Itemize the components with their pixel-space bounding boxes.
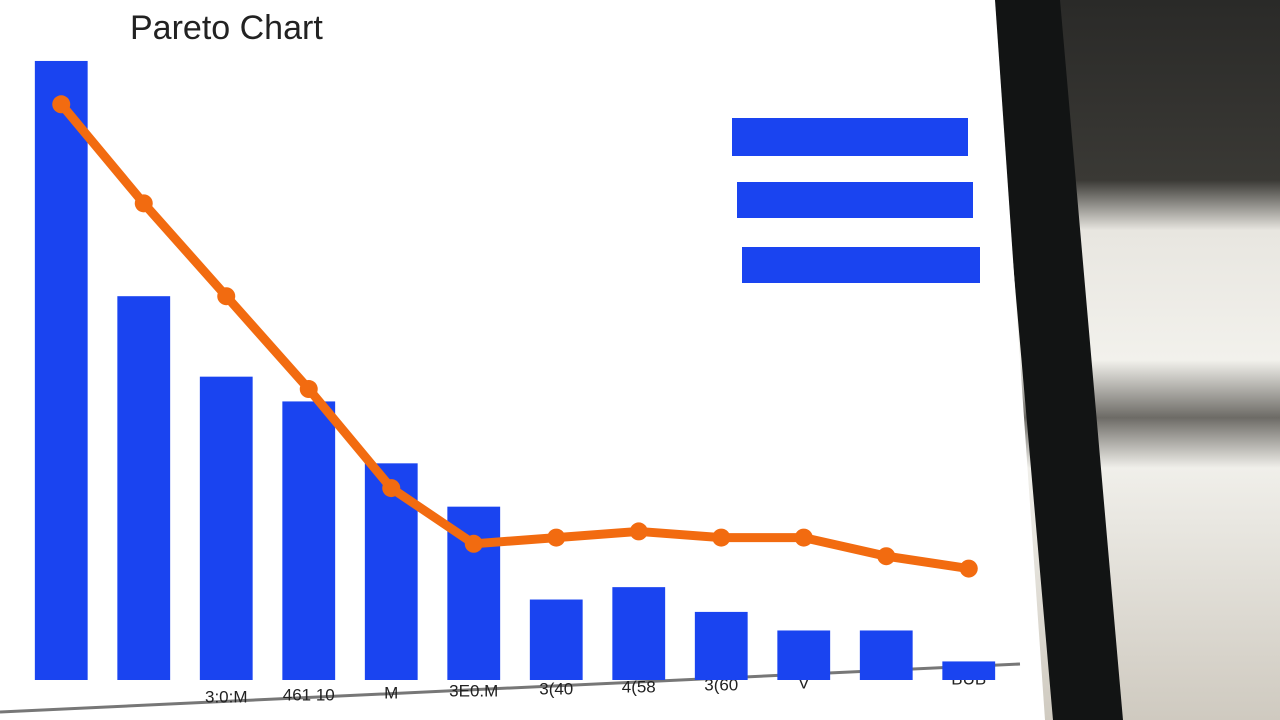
line-point	[794, 528, 813, 547]
x-tick-label: 3E0.M	[449, 681, 498, 700]
legend-swatch	[737, 182, 973, 218]
bar	[612, 587, 666, 680]
chart: Pareto Chart 3:0:M 461 10 M 3E0.M 3(40 4(58 3(…	[0, 0, 1045, 720]
legend-swatch	[732, 118, 968, 156]
line	[56, 99, 974, 574]
line-point	[547, 528, 566, 547]
bar	[117, 296, 171, 680]
line-point	[217, 287, 236, 306]
bar	[694, 611, 748, 680]
bar	[777, 630, 831, 680]
line-point	[134, 194, 153, 213]
x-tick-label: 3(60	[704, 675, 738, 694]
line-point	[464, 534, 483, 553]
x-tick-label: M	[384, 683, 398, 702]
bar	[282, 401, 336, 680]
bar	[34, 60, 88, 680]
x-tick-label: 3(40	[539, 679, 573, 698]
bar	[942, 661, 996, 680]
x-tick-label: 3:0:M	[205, 687, 248, 706]
line-point	[299, 380, 318, 399]
line-point	[52, 95, 71, 114]
line-point	[382, 479, 401, 498]
x-tick-label: 4(58	[622, 677, 656, 696]
chart-title: Pareto Chart	[130, 9, 323, 47]
legend	[732, 118, 980, 283]
bar	[199, 376, 253, 680]
x-tick-label: 461 10	[283, 685, 335, 704]
bar	[529, 599, 583, 680]
bar	[859, 630, 913, 680]
line-point	[629, 522, 648, 541]
line-point	[959, 559, 978, 578]
line-point	[877, 547, 896, 566]
legend-swatch	[742, 247, 980, 283]
x-axis	[0, 662, 1021, 714]
line-point	[712, 528, 731, 547]
